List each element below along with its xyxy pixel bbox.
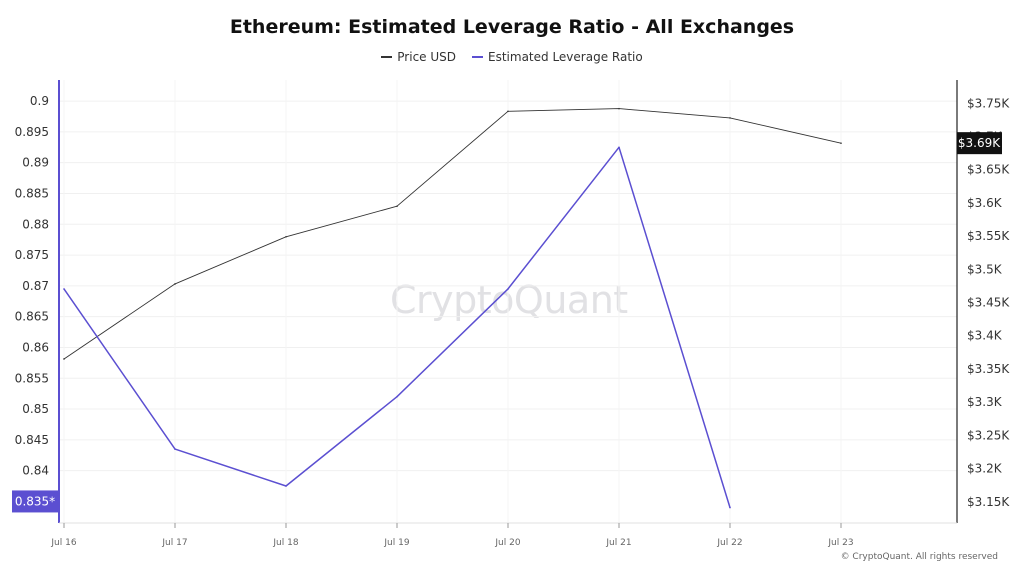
left-tick-label: 0.88 — [22, 217, 49, 231]
right-tick-label: $3.65K — [967, 163, 1010, 177]
right-current-marker — [957, 132, 1002, 155]
left-tick-label: 0.9 — [30, 94, 49, 108]
left-tick-label: 0.885 — [15, 186, 49, 200]
x-tick-label: Jul 23 — [827, 538, 853, 548]
data-point-leverage — [285, 485, 287, 487]
legend-label-price: Price USD — [397, 50, 457, 64]
data-point-price — [396, 205, 398, 208]
left-tick-label: 0.875 — [15, 248, 49, 262]
left-current-marker-label: 0.835* — [15, 494, 55, 508]
right-tick-label: $3.3K — [967, 395, 1003, 409]
x-tick-label: Jul 20 — [494, 538, 520, 548]
left-current-marker — [12, 490, 59, 513]
x-tick-label: Jul 18 — [272, 538, 298, 548]
right-tick-label: $3.35K — [967, 362, 1010, 376]
left-tick-label: 0.895 — [15, 125, 49, 139]
legend-item-price[interactable]: Price USD — [381, 50, 456, 64]
right-tick-label: $3.6K — [967, 196, 1003, 210]
left-tick-label: 0.86 — [22, 340, 49, 354]
copyright-text: © CryptoQuant. All rights reserved — [840, 552, 998, 562]
legend-swatch-price — [381, 56, 393, 58]
data-point-leverage — [729, 506, 731, 509]
left-tick-label: 0.845 — [15, 433, 49, 447]
right-tick-label: $3.2K — [967, 462, 1003, 476]
right-tick-label: $3.15K — [967, 495, 1010, 509]
x-tick-label: Jul 16 — [50, 538, 76, 548]
right-tick-label: $3.4K — [967, 329, 1003, 343]
left-tick-label: 0.865 — [15, 310, 49, 324]
watermark: CryptoQuant — [390, 278, 628, 322]
right-tick-label: $3.55K — [967, 229, 1010, 243]
data-point-leverage — [507, 288, 509, 290]
data-point-leverage — [63, 288, 65, 290]
legend-item-leverage[interactable]: Estimated Leverage Ratio — [472, 50, 643, 64]
left-tick-label: 0.84 — [22, 464, 49, 478]
data-point-price — [285, 235, 287, 238]
data-point-price — [507, 110, 509, 113]
left-tick-label: 0.855 — [15, 371, 49, 385]
x-tick-label: Jul 22 — [716, 538, 742, 548]
data-point-leverage — [618, 146, 620, 149]
data-point-price — [63, 358, 65, 360]
right-tick-label: $3.5K — [967, 262, 1003, 276]
x-tick-label: Jul 21 — [605, 538, 631, 548]
left-tick-label: 0.89 — [22, 156, 49, 170]
data-point-price — [618, 107, 620, 110]
chart-legend: Price USD Estimated Leverage Ratio — [0, 50, 1024, 64]
legend-swatch-leverage — [472, 56, 484, 58]
x-tick-label: Jul 17 — [161, 538, 187, 548]
left-tick-label: 0.87 — [22, 279, 49, 293]
chart-title: Ethereum: Estimated Leverage Ratio - All… — [229, 16, 795, 38]
right-tick-label: $3.25K — [967, 428, 1010, 442]
series-line-price — [63, 108, 842, 360]
data-point-price — [174, 283, 176, 285]
right-current-marker-label: $3.69K — [958, 136, 1001, 150]
right-tick-label: $3.45K — [967, 296, 1010, 310]
x-tick-label: Jul 19 — [383, 538, 409, 548]
data-point-leverage — [396, 395, 398, 398]
data-point-price — [729, 117, 731, 119]
legend-label-leverage: Estimated Leverage Ratio — [488, 50, 643, 64]
left-tick-label: 0.85 — [22, 402, 49, 416]
data-point-price — [840, 142, 842, 144]
data-point-leverage — [174, 448, 176, 450]
right-tick-label: $3.75K — [967, 96, 1010, 110]
